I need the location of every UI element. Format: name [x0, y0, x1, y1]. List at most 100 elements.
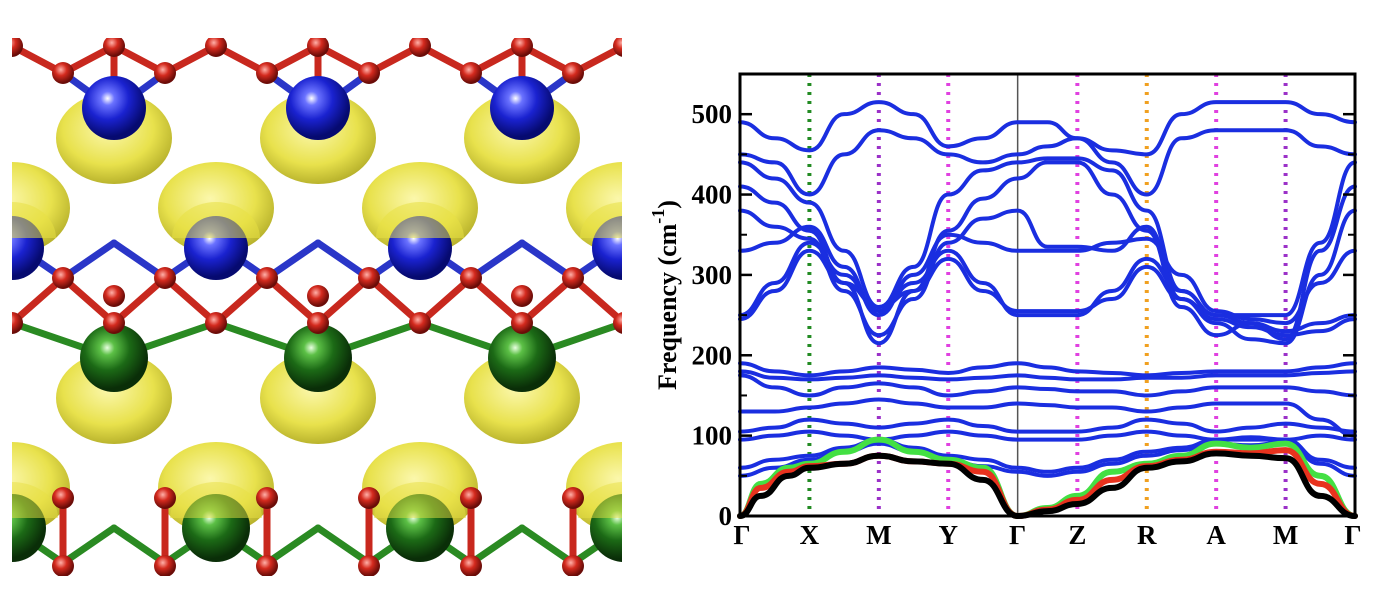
oxygen-atom: [256, 267, 278, 289]
x-kpoint-label: Γ: [1344, 520, 1361, 550]
oxygen-atom: [562, 555, 584, 576]
bond: [467, 524, 526, 567]
bond: [59, 524, 118, 567]
phonon-band-line: [738, 373, 1357, 398]
bond: [12, 274, 67, 327]
x-kpoint-label: Y: [938, 520, 958, 550]
bond: [416, 274, 475, 327]
electron-isosurface: [578, 482, 622, 518]
oxygen-atom: [511, 285, 533, 307]
y-tick-label: 200: [692, 340, 733, 370]
bond: [569, 274, 622, 326]
oxygen-atom: [12, 312, 23, 334]
bond: [314, 274, 373, 327]
y-tick-label: 100: [692, 421, 733, 451]
oxygen-atom: [154, 267, 176, 289]
oxygen-atom: [511, 312, 533, 334]
electron-isosurface: [172, 202, 260, 238]
oxygen-atom: [358, 267, 380, 289]
y-tick-label: 400: [692, 180, 733, 210]
oxygen-atom: [154, 487, 176, 509]
crystal-structure: [12, 38, 622, 576]
electron-isosurface: [376, 202, 464, 238]
oxygen-atom: [409, 312, 431, 334]
oxygen-atom: [52, 555, 74, 576]
phonon-band-line: [738, 224, 1357, 326]
oxygen-atom: [409, 38, 431, 57]
phonon-band-line: [738, 397, 1357, 438]
electron-isosurface: [170, 482, 262, 518]
plot-frame: [738, 72, 1357, 518]
x-kpoint-label: A: [1206, 520, 1226, 550]
bond: [518, 274, 577, 327]
oxygen-atom: [562, 267, 584, 289]
phonon-band-line: [738, 240, 1357, 334]
phonon-band-line: [738, 248, 1357, 338]
metal-atom-green: [284, 324, 352, 392]
electron-isosurface: [374, 482, 466, 518]
oxygen-atom: [52, 62, 74, 84]
metal-atom-green: [488, 324, 556, 392]
phonon-band-line: [738, 100, 1357, 157]
oxygen-atom: [358, 487, 380, 509]
bond: [518, 524, 577, 567]
oxygen-atom: [256, 487, 278, 509]
oxygen-atom: [154, 62, 176, 84]
oxygen-atom: [460, 62, 482, 84]
oxygen-atom: [460, 555, 482, 576]
bond: [59, 274, 118, 327]
metal-atom-blue: [286, 76, 350, 140]
oxygen-atom: [256, 555, 278, 576]
oxygen-atom: [103, 285, 125, 307]
x-kpoint-label: Γ: [733, 520, 750, 550]
oxygen-atom: [562, 487, 584, 509]
oxygen-atom: [205, 38, 227, 57]
oxygen-atom: [12, 38, 23, 57]
oxygen-atom: [154, 555, 176, 576]
phonon-band-line: [738, 208, 1357, 346]
metal-atom-blue: [490, 76, 554, 140]
oxygen-atom: [511, 38, 533, 57]
oxygen-atom: [52, 487, 74, 509]
phonon-band-line: [738, 156, 1357, 318]
y-tick-label: 500: [692, 99, 733, 129]
x-kpoint-label: M: [1273, 520, 1298, 550]
phonon-band-line: [738, 429, 1357, 442]
phonon-band-line: [738, 437, 1357, 474]
oxygen-atom: [256, 62, 278, 84]
metal-atom-blue: [82, 76, 146, 140]
x-kpoint-label: X: [800, 520, 820, 550]
x-kpoint-label: M: [866, 520, 891, 550]
oxygen-atom: [358, 62, 380, 84]
bond: [263, 274, 322, 327]
phonon-band-line: [738, 417, 1357, 434]
oxygen-atom: [358, 555, 380, 576]
y-tick-label: 300: [692, 260, 733, 290]
electron-isosurface: [580, 202, 622, 238]
oxygen-atom: [613, 38, 622, 57]
phonon-band-line: [738, 369, 1357, 382]
oxygen-atom: [205, 312, 227, 334]
bond: [161, 274, 220, 327]
oxygen-atom: [307, 285, 329, 307]
oxygen-atom: [460, 487, 482, 509]
metal-atom-green: [80, 324, 148, 392]
phonon-band-line: [738, 128, 1357, 197]
electron-isosurface: [12, 482, 58, 518]
oxygen-atom: [103, 38, 125, 57]
bond: [365, 274, 424, 327]
oxygen-atom: [613, 312, 622, 334]
oxygen-atom: [562, 62, 584, 84]
bond: [263, 524, 322, 567]
y-tick-label: 0: [719, 501, 733, 531]
y-axis-title: Frequency (cm-1): [648, 200, 682, 390]
oxygen-atom: [460, 267, 482, 289]
oxygen-atom: [103, 312, 125, 334]
bond: [314, 524, 373, 567]
x-kpoint-label: R: [1137, 520, 1157, 550]
oxygen-atom: [52, 267, 74, 289]
x-kpoint-label: Z: [1068, 520, 1086, 550]
electron-isosurface: [12, 202, 56, 238]
bond: [212, 274, 271, 327]
bond: [110, 274, 169, 327]
